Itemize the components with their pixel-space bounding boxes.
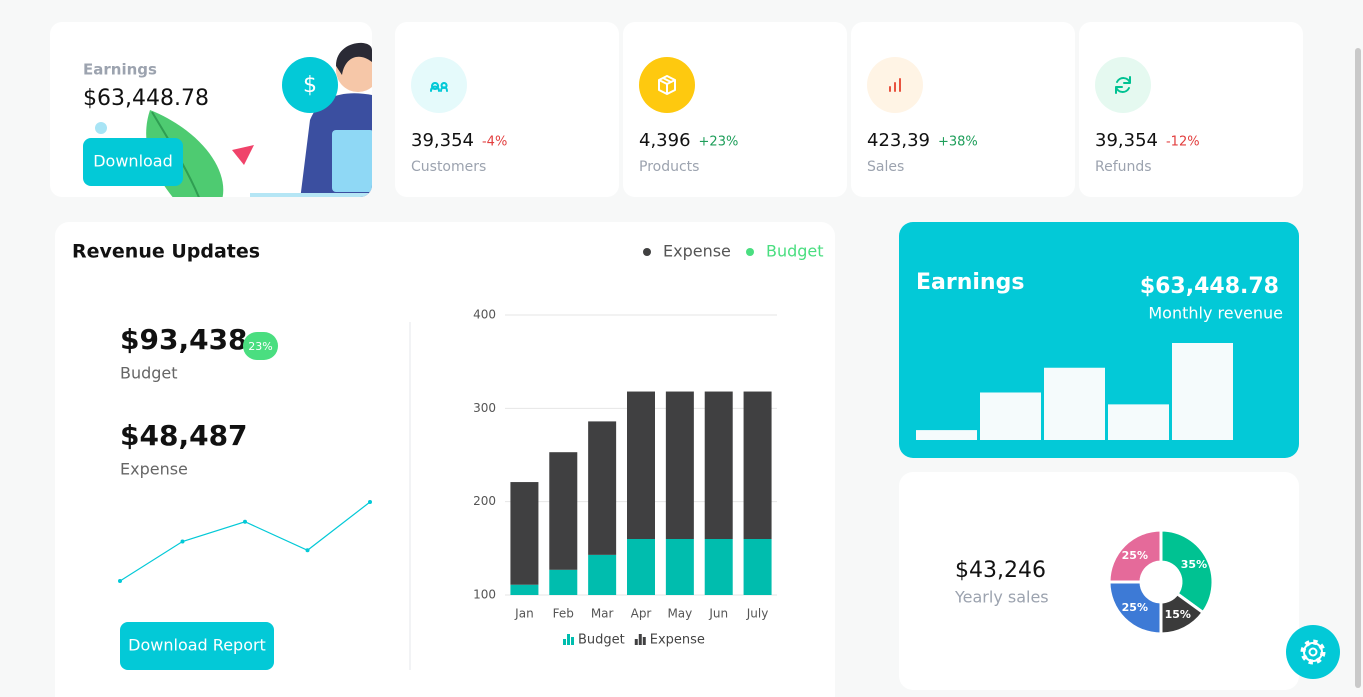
bar-segment: [627, 391, 655, 539]
bar-segment: [549, 569, 578, 595]
bar: [980, 392, 1041, 440]
stat-label: Customers: [411, 159, 486, 175]
revenue-title: Revenue Updates: [72, 241, 260, 263]
monthly-subtitle: Monthly revenue: [1148, 304, 1283, 323]
stat-change: -12%: [1166, 135, 1200, 150]
x-tick-label: July: [746, 607, 769, 621]
pie-slice: [1159, 528, 1215, 615]
stat-value: 423,39: [867, 130, 930, 151]
legend-label: Expense: [663, 242, 731, 261]
stat-icon-glyph: [889, 78, 901, 92]
stat-value: 39,354: [411, 130, 474, 151]
y-tick-label: 300: [473, 401, 496, 415]
sparkline-point: [180, 539, 185, 544]
yearly-value: $43,246: [955, 558, 1046, 583]
bar: [916, 430, 977, 440]
button-bg: [120, 622, 274, 670]
yearly-card: [899, 472, 1299, 690]
bar-segment: [588, 421, 617, 555]
bar-segment: [665, 539, 694, 595]
earnings-icon: [282, 57, 338, 113]
pie-slice: [1107, 580, 1163, 636]
expense-value: $48,487: [120, 419, 248, 452]
stat-value: 39,354: [1095, 130, 1158, 151]
bar-segment: [743, 391, 772, 539]
badge: [243, 332, 278, 360]
x-tick-label: Jun: [708, 607, 728, 621]
stat-icon: [411, 57, 467, 113]
monthly-value: $63,448.78: [1140, 274, 1279, 299]
stat-label: Products: [639, 159, 699, 175]
pie-slice: [1107, 528, 1163, 584]
legend-label: Expense: [650, 633, 705, 648]
budget-label: Budget: [120, 364, 178, 383]
pie-label: 25%: [1122, 601, 1148, 614]
stat-change: +23%: [699, 135, 739, 150]
illustration: [95, 42, 372, 197]
y-tick-label: 400: [473, 308, 496, 322]
pie-label: 35%: [1181, 558, 1207, 571]
stat-icon-glyph: [430, 82, 448, 92]
badge-label: 23%: [248, 340, 272, 353]
gear-hub: [1308, 647, 1318, 657]
y-tick-label: 100: [473, 588, 496, 602]
y-tick-label: 200: [473, 494, 496, 508]
button-label: Download Report: [128, 636, 266, 655]
button-bg: [83, 138, 183, 186]
earnings-value: $63,448.78: [83, 86, 209, 111]
expense-label: Expense: [120, 460, 188, 479]
button-label: Download: [93, 152, 173, 171]
bar-segment: [588, 554, 617, 595]
settings-button[interactable]: [1286, 625, 1340, 679]
sparkline-point: [368, 500, 372, 504]
x-tick-label: Jan: [514, 607, 534, 621]
download-button[interactable]: Download: [83, 138, 183, 186]
download-report-button[interactable]: Download Report: [120, 622, 274, 670]
sparkline-point: [305, 548, 310, 553]
legend-icon: [563, 634, 574, 645]
legend-label: Budget: [766, 242, 824, 261]
stat-label: Refunds: [1095, 159, 1152, 175]
stat-icon-glyph: [658, 75, 676, 95]
legend-label: Budget: [578, 633, 625, 648]
stat-icon: [1095, 57, 1151, 113]
x-tick-label: Mar: [591, 607, 614, 621]
x-tick-label: May: [667, 607, 692, 621]
bar-segment: [627, 539, 655, 595]
sparkline-point: [243, 519, 247, 524]
sparkline-point: [118, 579, 122, 583]
pie-label: 25%: [1122, 549, 1148, 562]
bar: [1044, 367, 1105, 440]
button-bg: [1286, 625, 1340, 679]
scrollbar: [1355, 48, 1361, 688]
bar: [1172, 343, 1233, 440]
bar-segment: [704, 391, 733, 539]
bar: [1108, 404, 1169, 440]
stat-change: -4%: [482, 135, 507, 150]
bar-segment: [743, 539, 772, 595]
gear-ring: [1303, 642, 1323, 662]
budget-value: $93,438: [120, 323, 248, 356]
earnings-title: Earnings: [83, 61, 157, 79]
legend-dot: [643, 248, 651, 256]
yearly-label: Yearly sales: [954, 588, 1049, 607]
stat-value: 4,396: [639, 130, 691, 151]
earnings-icon-glyph: $: [303, 73, 317, 98]
bar-segment: [510, 584, 539, 595]
legend-dot: [746, 248, 754, 256]
x-tick-label: Feb: [553, 607, 574, 621]
stat-label: Sales: [867, 159, 904, 175]
stat-change: +38%: [938, 135, 978, 150]
bar-segment: [510, 482, 539, 585]
bar-segment: [704, 539, 733, 595]
legend-icon: [634, 634, 646, 645]
bar-segment: [549, 452, 578, 570]
bar-segment: [665, 391, 694, 539]
x-tick-label: Apr: [631, 607, 652, 621]
stat-icon-glyph: [1115, 76, 1131, 94]
monthly-title: Earnings: [916, 270, 1024, 295]
pie-label: 15%: [1165, 608, 1191, 621]
